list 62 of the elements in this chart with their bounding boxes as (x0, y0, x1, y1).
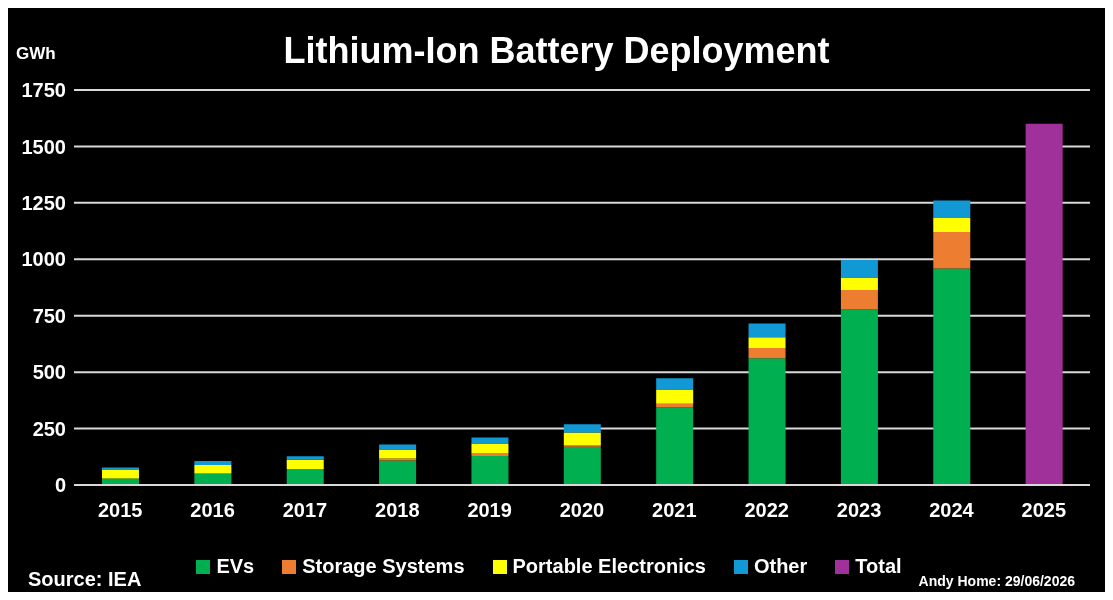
bar (379, 449, 417, 459)
bar (286, 468, 324, 485)
bar (194, 464, 232, 474)
y-tick-label: 250 (32, 417, 66, 440)
bar (471, 443, 509, 454)
bar (194, 461, 232, 465)
source-note: Source: IEA (28, 568, 142, 591)
y-axis-title: GWh (16, 44, 56, 64)
x-tick-label: 2018 (375, 499, 420, 522)
bar (840, 289, 878, 310)
bar (656, 378, 694, 390)
legend-label: Other (753, 555, 808, 578)
bar (933, 268, 971, 485)
bar (194, 473, 232, 485)
y-tick-label: 1500 (21, 135, 66, 158)
bar (379, 444, 417, 450)
x-tick-label: 2021 (652, 499, 697, 522)
x-tick-label: 2019 (467, 499, 512, 522)
bar (471, 453, 509, 456)
bar (286, 456, 324, 460)
x-tick-label: 2017 (282, 499, 328, 522)
y-tick-label: 1750 (21, 79, 66, 102)
x-tick-label: 2016 (190, 499, 235, 522)
text: Andy Home: 29/06/2026 (918, 573, 1075, 589)
bar (286, 459, 324, 469)
legend-label: Storage Systems (302, 555, 465, 578)
bar (1025, 123, 1063, 485)
bar (933, 217, 971, 232)
x-tick-label: 2025 (1021, 499, 1067, 522)
x-tick-label: 2015 (97, 499, 143, 522)
y-tick-label: 750 (32, 304, 66, 327)
y-tick-label: 0 (54, 474, 66, 497)
bar (933, 231, 971, 269)
y-tick-label: 1000 (21, 248, 66, 271)
x-tick-label: 2024 (929, 499, 975, 522)
bar (656, 389, 694, 404)
x-tick-label: 2020 (559, 499, 605, 522)
y-tick-label: 500 (32, 361, 66, 384)
bar (379, 460, 417, 485)
bar (563, 424, 601, 433)
bar (748, 358, 786, 485)
bar (102, 467, 139, 471)
bar (840, 277, 878, 290)
bar (748, 323, 786, 338)
legend-label: Total (855, 555, 902, 578)
bar (102, 470, 139, 479)
legend-label: Portable Electronics (512, 555, 706, 578)
bar (656, 407, 694, 485)
legend-label: EVs (216, 555, 255, 578)
bar (840, 309, 878, 485)
bar (933, 200, 971, 218)
bar (102, 478, 139, 485)
bar (563, 432, 601, 446)
x-tick-label: 2022 (744, 499, 789, 522)
bar (840, 259, 878, 278)
bar (563, 446, 601, 485)
bar (471, 455, 509, 485)
y-tick-label: 1250 (21, 191, 66, 214)
bar (748, 347, 786, 359)
x-tick-label: 2023 (836, 499, 882, 522)
chart-title: Lithium-Ion Battery Deployment (283, 30, 830, 71)
bar (748, 337, 786, 348)
